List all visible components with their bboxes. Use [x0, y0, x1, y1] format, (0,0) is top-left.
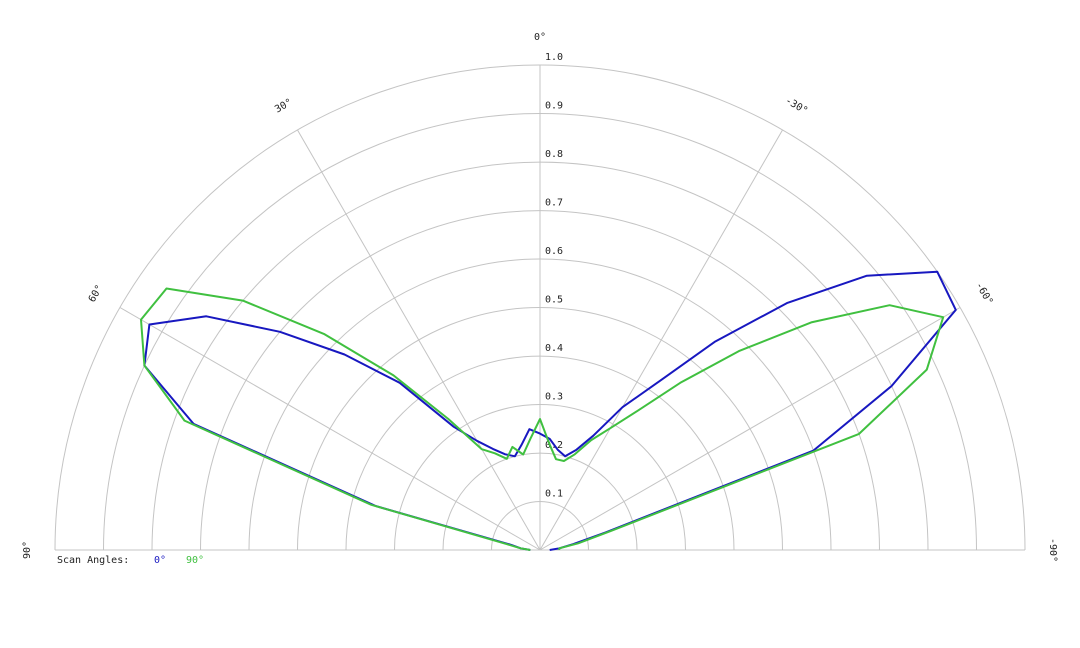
series-line	[140, 287, 945, 551]
angle-tick-label: 60°	[87, 283, 106, 304]
grid-spoke	[539, 307, 961, 551]
grid-spoke	[119, 307, 541, 551]
angle-tick-label: 90°	[22, 541, 33, 559]
r-tick-label: 0.1	[545, 489, 563, 500]
r-tick-label: 0.5	[545, 295, 563, 306]
grid-spoke	[297, 129, 541, 551]
angle-tick-label: -30°	[783, 95, 809, 117]
legend-title: Scan Angles:	[57, 555, 129, 566]
angle-tick-label: -60°	[973, 281, 995, 307]
angle-tick-label: 30°	[273, 97, 294, 116]
r-tick-label: 0.3	[545, 392, 563, 403]
grid-spoke	[539, 129, 783, 551]
r-tick-label: 1.0	[545, 52, 563, 63]
r-tick-label: 0.8	[545, 149, 563, 160]
r-tick-label: 0.4	[545, 343, 563, 354]
legend-entry: 0°	[154, 555, 166, 566]
r-tick-label: 0.9	[545, 101, 563, 112]
angle-tick-label: 0°	[534, 32, 546, 43]
series-line	[143, 270, 957, 551]
r-tick-label: 0.7	[545, 198, 563, 209]
legend-entry: 90°	[186, 555, 204, 566]
angle-tick-label: -90°	[1047, 538, 1058, 562]
r-tick-label: 0.6	[545, 246, 563, 257]
